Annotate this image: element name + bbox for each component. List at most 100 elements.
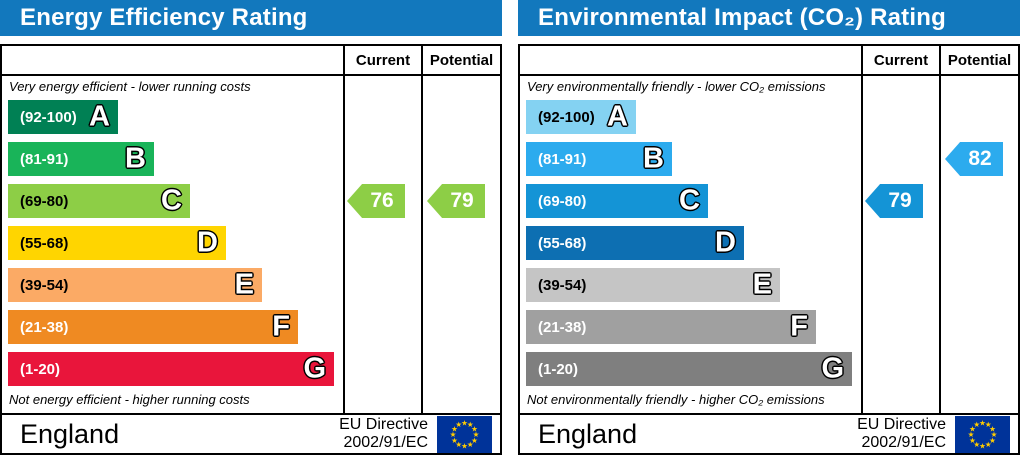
band-f: (21-38) F (526, 310, 816, 344)
bands: (92-100) A (81-91) B (69-80) C (55-68) D (39-54)… (8, 100, 334, 394)
potential-rating-arrow: 79 (427, 184, 485, 218)
band-range-label: (92-100) (20, 108, 77, 126)
eu-flag-icon: ★ ★★★★★★★★★★★ (437, 415, 492, 453)
band-range-label: (1-20) (20, 360, 61, 378)
svg-text:★: ★ (461, 441, 468, 450)
band-letter: A (89, 100, 110, 133)
band-letter: C (161, 184, 182, 217)
svg-text:★: ★ (979, 418, 986, 427)
current-column-divider (343, 46, 345, 413)
chart-title: Energy Efficiency Rating (20, 4, 308, 31)
svg-text:★: ★ (471, 424, 478, 433)
band-range-label: (39-54) (538, 276, 587, 294)
svg-text:★: ★ (989, 424, 996, 433)
band-letter: E (752, 268, 772, 301)
energy-title-bar: Energy Efficiency Rating (0, 0, 502, 36)
svg-text:★: ★ (451, 435, 458, 444)
current-rating-arrow: 79 (865, 184, 923, 218)
environmental-title-bar: Environmental Impact (CO₂) Rating (518, 0, 1020, 36)
svg-text:★: ★ (455, 440, 462, 449)
svg-text:★: ★ (968, 430, 975, 439)
current-column-header: Current (355, 51, 411, 69)
band-c: (69-80) C (8, 184, 190, 218)
potential-column-header: Potential (429, 51, 494, 69)
band-letter: D (715, 226, 736, 259)
potential-column-header: Potential (947, 51, 1012, 69)
band-letter: A (607, 100, 628, 133)
environmental-footer: England EU Directive 2002/91/EC ★ ★ ★ ★ ★ ★ ★ ★… (518, 413, 1020, 455)
band-range-label: (81-91) (20, 150, 69, 168)
eu-directive-line2: 2002/91/EC (861, 434, 946, 451)
top-note: Very environmentally friendly - lower CO… (527, 79, 826, 94)
eu-directive-line1: EU Directive (857, 415, 946, 433)
eu-directive-label: EU Directive 2002/91/EC (857, 416, 946, 453)
energy-efficiency-panel: Energy Efficiency Rating Current Potenti… (0, 0, 502, 464)
environmental-chart-box: Current Potential Very environmentally f… (518, 44, 1020, 415)
band-range-label: (81-91) (538, 150, 587, 168)
band-f: (21-38) F (8, 310, 298, 344)
bottom-note: Not environmentally friendly - higher CO… (527, 392, 825, 407)
band-range-label: (39-54) (20, 276, 69, 294)
svg-text:★: ★ (467, 420, 474, 429)
svg-text:★: ★ (985, 440, 992, 449)
potential-rating-value: 82 (968, 147, 992, 170)
environmental-impact-panel: Environmental Impact (CO₂) Rating Curren… (518, 0, 1020, 464)
eu-directive-line1: EU Directive (339, 415, 428, 433)
band-b: (81-91) B (526, 142, 672, 176)
svg-text:★: ★ (473, 430, 480, 439)
svg-text:★: ★ (969, 424, 976, 433)
eu-directive-label: EU Directive 2002/91/EC (339, 416, 428, 453)
band-e: (39-54) E (8, 268, 262, 302)
band-range-label: (55-68) (20, 234, 69, 252)
current-rating-arrow: 76 (347, 184, 405, 218)
band-a: (92-100) A (8, 100, 118, 134)
header-row-divider (2, 74, 500, 76)
energy-chart-box: Current Potential Very energy efficient … (0, 44, 502, 415)
chart-title: Environmental Impact (CO₂) Rating (538, 4, 946, 31)
band-letter: G (821, 352, 844, 385)
current-column-header: Current (873, 51, 929, 69)
svg-text:★: ★ (461, 418, 468, 427)
svg-text:★: ★ (979, 441, 986, 450)
svg-text:★: ★ (989, 435, 996, 444)
band-a: (92-100) A (526, 100, 636, 134)
band-letter: D (197, 226, 218, 259)
band-range-label: (69-80) (538, 192, 587, 210)
header-row-divider (520, 74, 1018, 76)
eu-directive-line2: 2002/91/EC (343, 434, 428, 451)
band-d: (55-68) D (8, 226, 226, 260)
region-label: England (20, 418, 120, 449)
band-letter: G (303, 352, 326, 385)
svg-text:★: ★ (985, 420, 992, 429)
band-range-label: (55-68) (538, 234, 587, 252)
current-rating-value: 79 (888, 189, 912, 212)
band-b: (81-91) B (8, 142, 154, 176)
potential-column-divider (421, 46, 423, 413)
current-rating-value: 76 (370, 189, 394, 212)
eu-flag-icon: ★ ★★★★★★★★★★★ (955, 415, 1010, 453)
svg-text:★: ★ (451, 424, 458, 433)
potential-rating-value: 79 (450, 189, 474, 212)
region-label: England (538, 418, 638, 449)
band-range-label: (1-20) (538, 360, 579, 378)
bands: (92-100) A (81-91) B (69-80) C (55-68) D (39-54)… (526, 100, 852, 394)
band-d: (55-68) D (526, 226, 744, 260)
potential-rating-arrow: 82 (945, 142, 1003, 176)
svg-text:★: ★ (471, 435, 478, 444)
band-range-label: (21-38) (20, 318, 69, 336)
band-letter: E (234, 268, 254, 301)
svg-text:★: ★ (467, 440, 474, 449)
bottom-note: Not energy efficient - higher running co… (9, 392, 250, 407)
potential-column-divider (939, 46, 941, 413)
band-letter: C (679, 184, 700, 217)
band-letter: B (643, 142, 664, 175)
band-range-label: (92-100) (538, 108, 595, 126)
svg-text:★: ★ (991, 430, 998, 439)
svg-text:★: ★ (973, 420, 980, 429)
svg-text:★: ★ (450, 430, 457, 439)
svg-text:★: ★ (455, 420, 462, 429)
band-letter: F (272, 310, 290, 343)
band-e: (39-54) E (526, 268, 780, 302)
band-range-label: (69-80) (20, 192, 69, 210)
